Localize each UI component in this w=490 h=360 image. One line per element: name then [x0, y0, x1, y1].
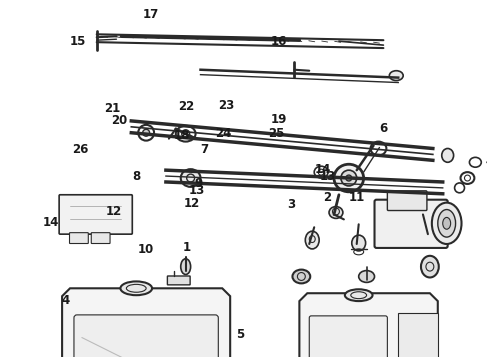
Text: 26: 26: [72, 143, 89, 156]
Text: 7: 7: [200, 143, 208, 156]
Ellipse shape: [329, 207, 343, 219]
Text: 22: 22: [178, 100, 194, 113]
Ellipse shape: [181, 259, 191, 275]
Text: 19: 19: [270, 113, 287, 126]
FancyBboxPatch shape: [91, 233, 110, 243]
Text: 12: 12: [106, 206, 122, 219]
Text: 14: 14: [314, 163, 331, 176]
Text: 2: 2: [323, 191, 331, 204]
Text: 21: 21: [104, 102, 120, 115]
Text: 9: 9: [195, 177, 203, 190]
FancyBboxPatch shape: [309, 316, 388, 360]
FancyBboxPatch shape: [374, 200, 448, 248]
Ellipse shape: [341, 170, 357, 186]
Text: 15: 15: [70, 35, 86, 48]
Ellipse shape: [345, 289, 372, 301]
Ellipse shape: [352, 235, 366, 251]
FancyBboxPatch shape: [388, 191, 427, 211]
Ellipse shape: [346, 175, 352, 181]
Polygon shape: [299, 293, 438, 360]
Ellipse shape: [432, 203, 462, 244]
Text: 10: 10: [138, 243, 154, 256]
Ellipse shape: [181, 169, 200, 187]
Text: 6: 6: [379, 122, 387, 135]
Text: 25: 25: [269, 127, 285, 140]
Text: 18: 18: [174, 129, 190, 142]
FancyBboxPatch shape: [70, 233, 88, 243]
Text: 5: 5: [236, 328, 245, 341]
Text: 14: 14: [43, 216, 59, 229]
Text: 3: 3: [287, 198, 295, 211]
Ellipse shape: [442, 148, 454, 162]
Ellipse shape: [293, 270, 310, 283]
Ellipse shape: [421, 256, 439, 278]
Ellipse shape: [305, 231, 319, 249]
Text: 11: 11: [348, 190, 365, 203]
Ellipse shape: [334, 164, 364, 192]
Ellipse shape: [359, 271, 374, 282]
FancyBboxPatch shape: [74, 315, 219, 360]
Text: 23: 23: [219, 99, 235, 112]
FancyBboxPatch shape: [168, 276, 190, 285]
Ellipse shape: [443, 217, 451, 229]
Text: 13: 13: [319, 170, 336, 183]
Ellipse shape: [143, 129, 149, 136]
Ellipse shape: [419, 223, 437, 239]
Text: 20: 20: [111, 114, 127, 127]
Text: 8: 8: [132, 170, 140, 183]
Polygon shape: [62, 288, 230, 360]
Text: 1: 1: [183, 241, 191, 254]
Ellipse shape: [438, 210, 456, 237]
Ellipse shape: [390, 71, 403, 81]
Text: 24: 24: [215, 127, 231, 140]
Text: 16: 16: [270, 35, 287, 48]
Polygon shape: [398, 313, 438, 360]
Text: 4: 4: [62, 294, 70, 307]
Text: 13: 13: [189, 184, 205, 197]
Text: 17: 17: [143, 8, 159, 21]
FancyBboxPatch shape: [59, 195, 132, 234]
Text: 12: 12: [184, 197, 200, 210]
Ellipse shape: [121, 282, 152, 295]
